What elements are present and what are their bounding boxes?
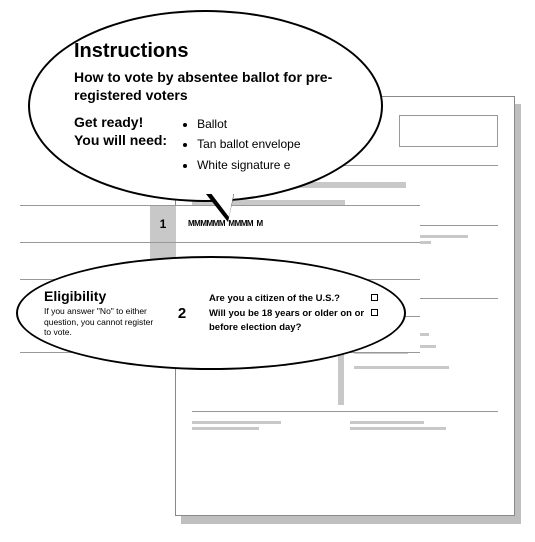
form-input-box (399, 115, 498, 147)
list-item: White signature e (197, 155, 300, 175)
needed-items-list: Ballot Tan ballot envelope White signatu… (179, 114, 300, 175)
callout-pointer-icon (206, 194, 234, 222)
list-item: Ballot (197, 114, 300, 134)
get-ready-label: Get ready! You will need: (74, 114, 167, 175)
eligibility-heading: Eligibility (44, 288, 161, 304)
step-number: 1 (150, 206, 176, 242)
step-number: 2 (169, 305, 195, 322)
eligibility-question: Will you be 18 years or older on or befo… (209, 307, 365, 334)
eligibility-note: If you answer "No" to either question, y… (44, 306, 161, 338)
instructions-callout: Instructions How to vote by absentee bal… (28, 10, 383, 202)
instructions-title: Instructions (74, 40, 337, 63)
checkbox-icon (371, 294, 378, 301)
eligibility-question: Are you a citizen of the U.S.? (209, 292, 340, 305)
list-item: Tan ballot envelope (197, 134, 300, 154)
instructions-subtitle: How to vote by absentee ballot for pre-r… (74, 69, 337, 104)
eligibility-callout: Eligibility If you answer "No" to either… (16, 256, 406, 370)
checkbox-icon (371, 309, 378, 316)
